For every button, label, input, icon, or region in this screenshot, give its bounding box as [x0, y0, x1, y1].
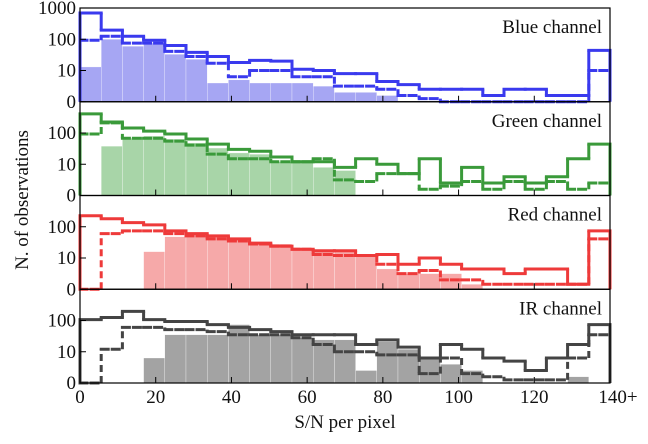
hist-bar	[291, 161, 314, 196]
x-tick-label: 80	[373, 387, 392, 408]
hist-bar	[207, 334, 229, 384]
hist-bar	[313, 339, 335, 384]
x-tick-label: 0	[75, 387, 85, 408]
y-tick-label: 10	[57, 61, 76, 82]
hist-bar	[185, 334, 208, 384]
hist-bar	[291, 249, 314, 290]
hist-bar	[101, 145, 123, 196]
x-tick-label: 40	[222, 387, 241, 408]
hist-bar	[143, 43, 165, 102]
y-tick-label: 10	[57, 154, 76, 175]
hist-bar	[164, 138, 187, 196]
hist-bar	[313, 250, 335, 290]
hist-bar	[143, 135, 165, 196]
hist-bar	[376, 341, 399, 384]
hist-bar	[101, 39, 123, 102]
hist-bar	[164, 334, 187, 384]
hist-bar	[249, 154, 271, 196]
hist-bar	[334, 339, 356, 384]
hist-bar	[164, 54, 187, 102]
panel-annotation: Red channel	[508, 205, 602, 226]
y-tick-label: 100	[48, 123, 77, 144]
y-tick-label: 100	[48, 311, 77, 332]
hist-bar	[79, 66, 102, 102]
x-axis-label: S/N per pixel	[294, 412, 395, 433]
hist-bar	[143, 357, 165, 384]
hist-bar	[185, 142, 208, 196]
hist-bar	[207, 234, 229, 290]
hist-bar	[185, 234, 208, 290]
hist-bar	[143, 251, 165, 290]
x-tick-label: 100	[444, 387, 473, 408]
hist-bar	[207, 82, 229, 102]
hist-bar	[419, 357, 441, 384]
hist-bar	[122, 46, 144, 102]
hist-bar	[122, 138, 144, 196]
hist-bar	[249, 241, 271, 290]
y-tick-label: 0	[67, 186, 77, 207]
hist-bar	[376, 268, 399, 290]
hist-bar	[376, 95, 399, 102]
hist-bar	[291, 337, 314, 384]
hist-bar	[355, 92, 377, 102]
hist-bar	[270, 82, 293, 102]
hist-bar	[249, 334, 271, 384]
hist-bar	[270, 334, 293, 384]
hist-bar	[567, 376, 589, 384]
y-tick-label: 10	[57, 248, 76, 269]
y-tick-label: 0	[67, 373, 77, 394]
hist-bar	[461, 284, 483, 290]
hist-bar	[313, 167, 335, 196]
hist-bar	[270, 243, 293, 290]
panel-annotation: IR channel	[519, 298, 602, 319]
y-tick-label: 0	[67, 92, 77, 113]
y-tick-label: 1000	[38, 0, 76, 19]
panel-annotation: Green channel	[492, 111, 602, 132]
y-tick-label: 0	[67, 279, 77, 300]
hist-bar	[291, 82, 314, 102]
hist-bar	[270, 161, 293, 196]
x-tick-label: 60	[298, 387, 317, 408]
panel-frame	[79, 288, 611, 384]
hist-bar	[164, 236, 187, 290]
hist-bar	[355, 255, 377, 290]
hist-bar	[355, 370, 377, 384]
hist-bar	[185, 59, 208, 102]
hist-bar	[228, 238, 250, 290]
hist-bar	[334, 92, 356, 102]
x-tick-label: 140+	[598, 387, 637, 408]
y-tick-label: 100	[48, 29, 77, 50]
y-tick-label: 100	[48, 217, 77, 238]
hist-bar	[249, 82, 271, 102]
y-tick-label: 10	[57, 342, 76, 363]
panel-annotation: Blue channel	[502, 17, 602, 38]
hist-bar	[313, 85, 335, 102]
hist-bar	[334, 170, 356, 196]
x-tick-label: 20	[146, 387, 165, 408]
hist-bar	[419, 273, 441, 290]
y-axis-label: N. of observations	[12, 130, 33, 270]
x-tick-label: 120	[520, 387, 549, 408]
hist-bar	[397, 273, 420, 290]
